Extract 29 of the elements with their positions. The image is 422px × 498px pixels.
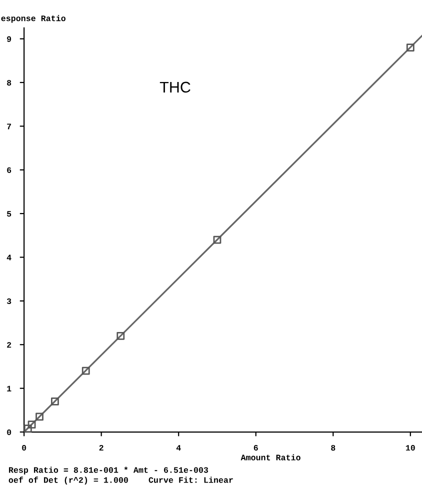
x-tick-label: 10 [406,444,415,451]
x-tick-label: 8 [331,444,336,451]
x-tick-label: 4 [176,445,181,451]
point [406,44,414,52]
y-tick-label: 9 [7,36,12,42]
y-tick-label: 5 [6,211,12,217]
x-tick-label: 0 [22,444,26,451]
text: Resp Ratio = 8.81e-001 * Amt - 6.51e-003 [8,466,208,474]
y-tick-label: 6 [7,167,12,173]
y-tick-label: 1 [7,386,12,392]
point [116,332,125,340]
text: THC [160,82,190,93]
point [24,424,32,432]
y-axis-title: esponse Ratio [1,15,66,23]
y-tick-label: 4 [6,254,12,260]
point [213,236,222,244]
point [36,412,44,421]
point [82,366,90,375]
point [28,420,36,429]
point [51,397,59,406]
y-tick-label: 0 [7,429,12,436]
y-tick-label: 8 [6,80,12,86]
text: oef of Det (r^2) = 1.000 Curve Fit: Linear [8,476,233,485]
x-tick-label: 2 [99,444,104,451]
x-tick-label: 6 [254,444,258,451]
y-tick-label: 7 [7,124,11,130]
y-tick-label: 2 [7,342,12,348]
x-axis-title: Amount Ratio [240,454,300,460]
y-tick-label: 3 [6,298,12,304]
